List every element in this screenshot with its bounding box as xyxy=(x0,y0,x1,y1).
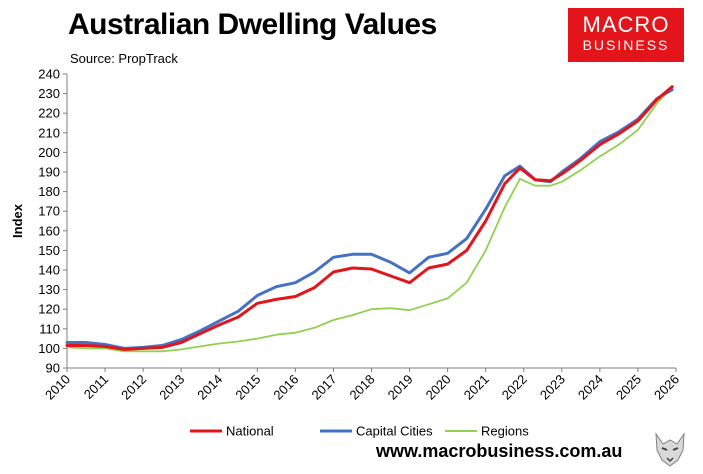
y-tick-label: 180 xyxy=(38,184,60,199)
y-tick-label: 140 xyxy=(38,263,60,278)
y-axis: 90 100 110 120 130 140 150 160 170 180 190 200 210 22… xyxy=(38,67,68,376)
x-tick-label: 2014 xyxy=(194,372,225,403)
y-tick-label: 230 xyxy=(38,86,60,101)
y-tick-label: 200 xyxy=(38,145,60,160)
y-tick-label: 160 xyxy=(38,223,60,238)
y-tick-label: 90 xyxy=(46,361,60,376)
x-tick-label: 2017 xyxy=(309,372,340,403)
website-url: www.macrobusiness.com.au xyxy=(376,441,623,461)
logo-line-1: MACRO xyxy=(582,12,670,37)
macrobusiness-logo: MACRO BUSINESS xyxy=(568,8,684,62)
y-tick-label: 110 xyxy=(39,321,60,336)
x-tick-label: 2016 xyxy=(270,372,301,403)
x-tick-label: 2022 xyxy=(499,372,530,403)
x-axis: 2010 2011 2012 2013 2014 2015 2016 2017 2018 2019… xyxy=(42,367,682,403)
x-tick-label: 2019 xyxy=(385,372,416,403)
wolf-mascot-icon xyxy=(650,430,690,468)
y-tick-label: 100 xyxy=(38,341,60,356)
series-line-capital-cities xyxy=(65,88,674,350)
y-tick-label: 240 xyxy=(38,67,60,82)
x-tick-label: 2013 xyxy=(156,372,187,403)
series-line-national xyxy=(65,85,674,351)
x-tick-label: 2023 xyxy=(537,372,568,403)
legend-label: Regions xyxy=(481,424,529,439)
x-tick-label: 2012 xyxy=(118,372,149,403)
logo-line-2: BUSINESS xyxy=(582,37,670,53)
x-tick-label: 2015 xyxy=(232,372,263,403)
x-tick-label: 2024 xyxy=(575,372,606,403)
x-tick-label: 2021 xyxy=(461,372,492,403)
legend-label: Capital Cities xyxy=(356,424,433,439)
y-tick-label: 210 xyxy=(38,125,60,140)
y-tick-label: 220 xyxy=(38,106,60,121)
y-tick-label: 190 xyxy=(38,165,60,180)
x-tick-label: 2018 xyxy=(347,372,378,403)
series-lines xyxy=(65,85,674,353)
x-tick-label: 2010 xyxy=(42,372,73,403)
x-tick-label: 2025 xyxy=(613,372,644,403)
y-tick-label: 120 xyxy=(38,302,60,317)
y-axis-title: Index xyxy=(10,203,25,238)
series-line-regions xyxy=(66,85,674,353)
legend: National Capital Cities Regions xyxy=(190,424,529,439)
chart-title: Australian Dwelling Values xyxy=(68,8,437,41)
legend-label: National xyxy=(226,424,274,439)
x-tick-label: 2026 xyxy=(651,372,682,403)
x-tick-label: 2020 xyxy=(423,372,454,403)
y-tick-label: 170 xyxy=(38,204,60,219)
y-tick-label: 130 xyxy=(38,282,60,297)
chart-source: Source: PropTrack xyxy=(70,51,178,66)
y-tick-label: 150 xyxy=(38,243,60,258)
x-tick-label: 2011 xyxy=(81,372,111,402)
